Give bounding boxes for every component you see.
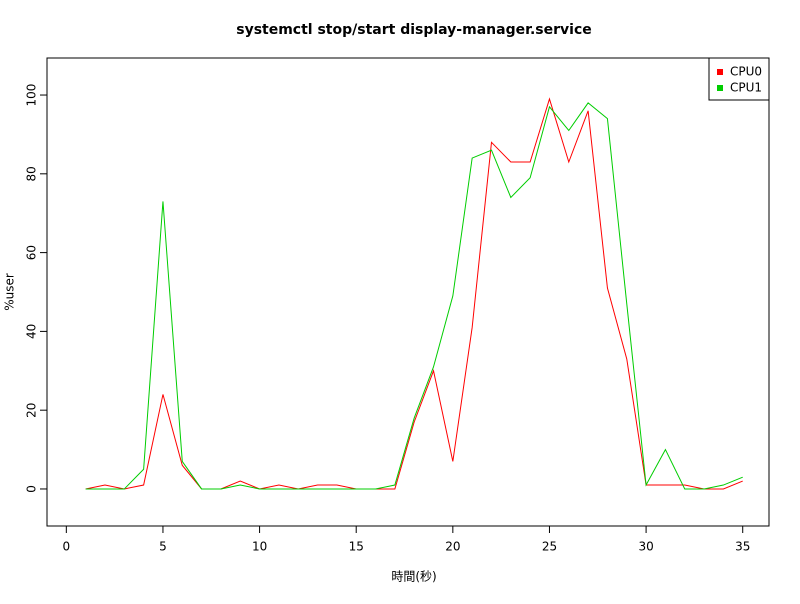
y-tick-label: 20 <box>25 403 39 418</box>
x-axis-label: 時間(秒) <box>391 570 436 584</box>
y-tick-label: 80 <box>25 166 39 181</box>
x-tick-label: 35 <box>735 540 750 554</box>
legend-label: CPU1 <box>730 81 762 95</box>
x-tick-label: 20 <box>445 540 460 554</box>
x-tick-label: 0 <box>63 540 71 554</box>
legend-box <box>708 57 770 101</box>
y-tick-label: 60 <box>25 245 39 260</box>
chart-title: systemctl stop/start display-manager.ser… <box>236 22 592 38</box>
x-tick-label: 30 <box>638 540 653 554</box>
y-tick-label: 40 <box>25 324 39 339</box>
x-tick-label: 5 <box>159 540 167 554</box>
x-tick-label: 15 <box>349 540 364 554</box>
x-tick-label: 25 <box>542 540 557 554</box>
y-axis-label: %user <box>3 273 17 311</box>
legend-swatch <box>717 69 723 75</box>
legend: CPU0 CPU1 <box>708 57 770 101</box>
y-tick-label: 0 <box>25 485 39 493</box>
line-series <box>85 97 743 490</box>
line-series <box>85 102 743 490</box>
x-tick-label: 10 <box>252 540 267 554</box>
y-tick-label: 100 <box>25 84 39 107</box>
legend-swatch <box>717 85 723 91</box>
legend-label: CPU0 <box>730 65 762 79</box>
